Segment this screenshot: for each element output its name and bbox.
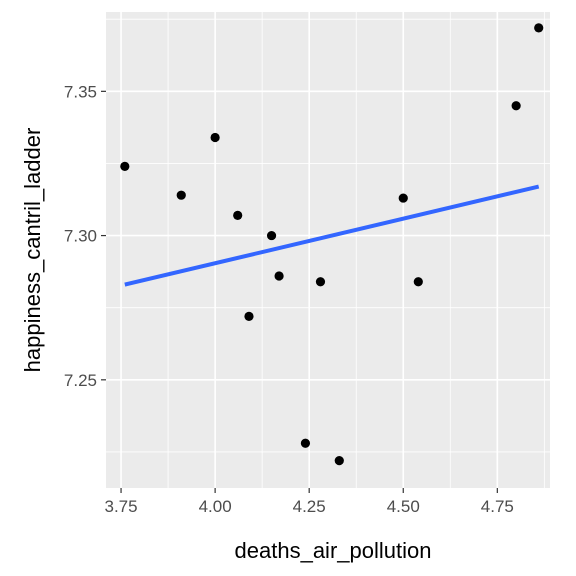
data-point: [210, 132, 220, 143]
data-point: [511, 101, 521, 111]
trend-line-layer: [124, 184, 540, 287]
data-point: [233, 210, 243, 220]
y-axis-title: happiness_cantril_ladder: [20, 128, 45, 373]
x-tick-label: 3.75: [105, 497, 138, 516]
x-axis: 3.75 4.00 4.25 4.50 4.75: [105, 488, 514, 516]
y-tick-label: 7.35: [64, 82, 97, 101]
y-axis: 7.25 7.30 7.35: [64, 82, 106, 390]
x-tick-label: 4.50: [387, 497, 420, 516]
trend-line: [124, 184, 540, 287]
x-tick-label: 4.75: [481, 497, 514, 516]
y-tick-label: 7.30: [64, 227, 97, 246]
y-tick-label: 7.25: [64, 371, 97, 390]
data-point: [176, 190, 186, 200]
major-grid: [106, 12, 550, 488]
data-point: [244, 311, 254, 321]
data-point: [398, 193, 408, 203]
data-point: [534, 23, 544, 33]
data-point: [315, 277, 326, 287]
data-point: [334, 455, 344, 466]
data-point: [120, 161, 130, 171]
x-axis-title: deaths_air_pollution: [235, 538, 432, 563]
data-point: [300, 438, 311, 448]
x-tick-label: 4.00: [199, 497, 232, 516]
data-point: [266, 230, 277, 241]
plot-panel: [106, 12, 550, 488]
data-point: [413, 277, 423, 287]
x-tick-label: 4.25: [293, 497, 326, 516]
data-point: [274, 271, 284, 281]
points-layer: [120, 23, 544, 466]
